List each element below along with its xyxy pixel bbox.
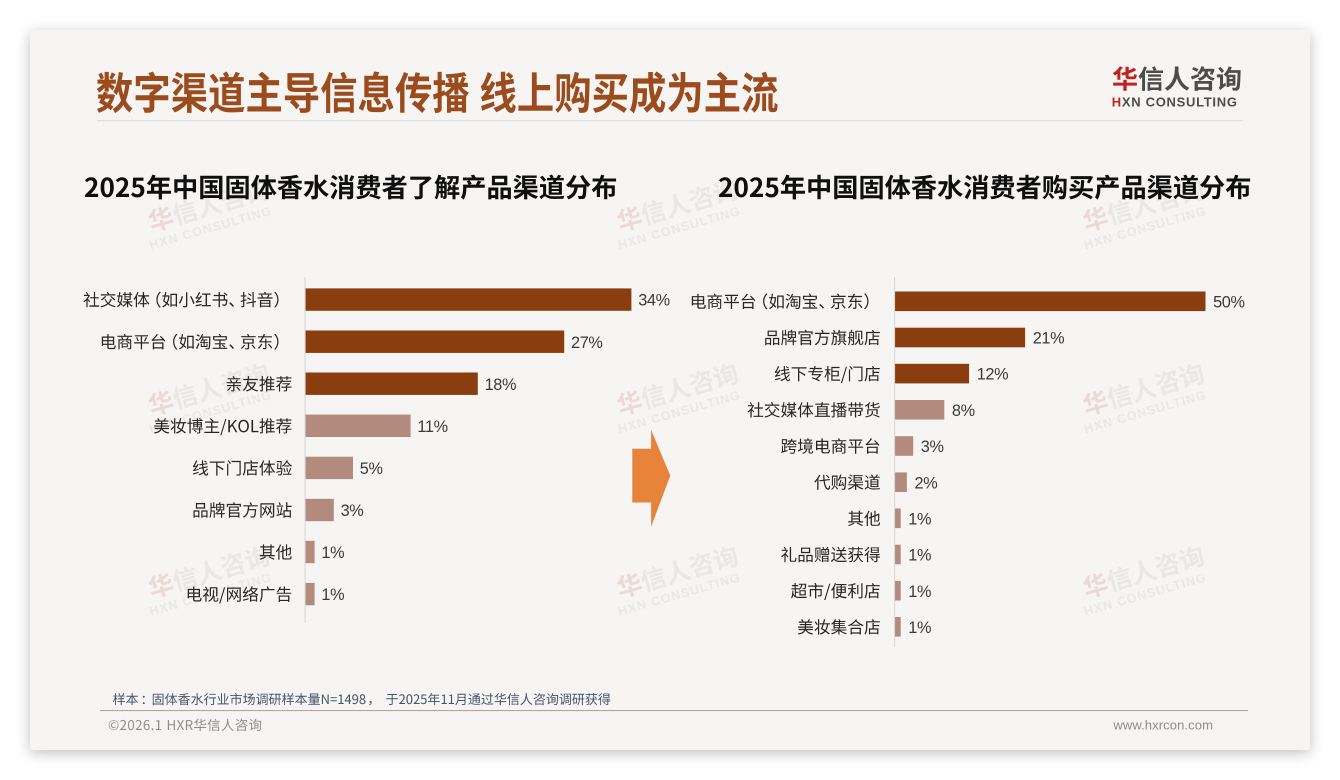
svg-text:1%: 1%	[908, 510, 931, 528]
svg-text:HXN CONSULTING: HXN CONSULTING	[616, 388, 742, 436]
svg-text:2%: 2%	[915, 474, 938, 492]
svg-text:3%: 3%	[341, 502, 364, 520]
svg-text:18%: 18%	[485, 376, 517, 394]
svg-text:5%: 5%	[360, 460, 383, 478]
svg-text:www.hxrcon.com: www.hxrcon.com	[1112, 718, 1213, 733]
svg-text:HXN CONSULTING: HXN CONSULTING	[1082, 204, 1208, 252]
svg-text:1%: 1%	[321, 544, 344, 562]
svg-text:1%: 1%	[908, 619, 931, 637]
svg-text:3%: 3%	[921, 438, 944, 456]
svg-text:50%: 50%	[1213, 293, 1245, 311]
svg-text:HXN CONSULTING: HXN CONSULTING	[616, 204, 742, 252]
svg-text:12%: 12%	[977, 366, 1009, 384]
svg-text:1%: 1%	[321, 586, 344, 604]
svg-text:HXN CONSULTING: HXN CONSULTING	[148, 204, 274, 252]
svg-text:11%: 11%	[417, 418, 447, 436]
svg-text:HXN CONSULTING: HXN CONSULTING	[1082, 570, 1208, 618]
svg-text:HXN CONSULTING: HXN CONSULTING	[1082, 388, 1208, 436]
svg-text:8%: 8%	[952, 402, 975, 420]
svg-text:21%: 21%	[1033, 330, 1065, 348]
svg-text:34%: 34%	[638, 292, 670, 310]
svg-text:HXN CONSULTING: HXN CONSULTING	[616, 570, 742, 618]
svg-text:1%: 1%	[908, 547, 931, 565]
svg-text:1%: 1%	[908, 583, 931, 601]
svg-text:HXN CONSULTING: HXN CONSULTING	[1112, 95, 1238, 110]
svg-text:27%: 27%	[571, 334, 603, 352]
